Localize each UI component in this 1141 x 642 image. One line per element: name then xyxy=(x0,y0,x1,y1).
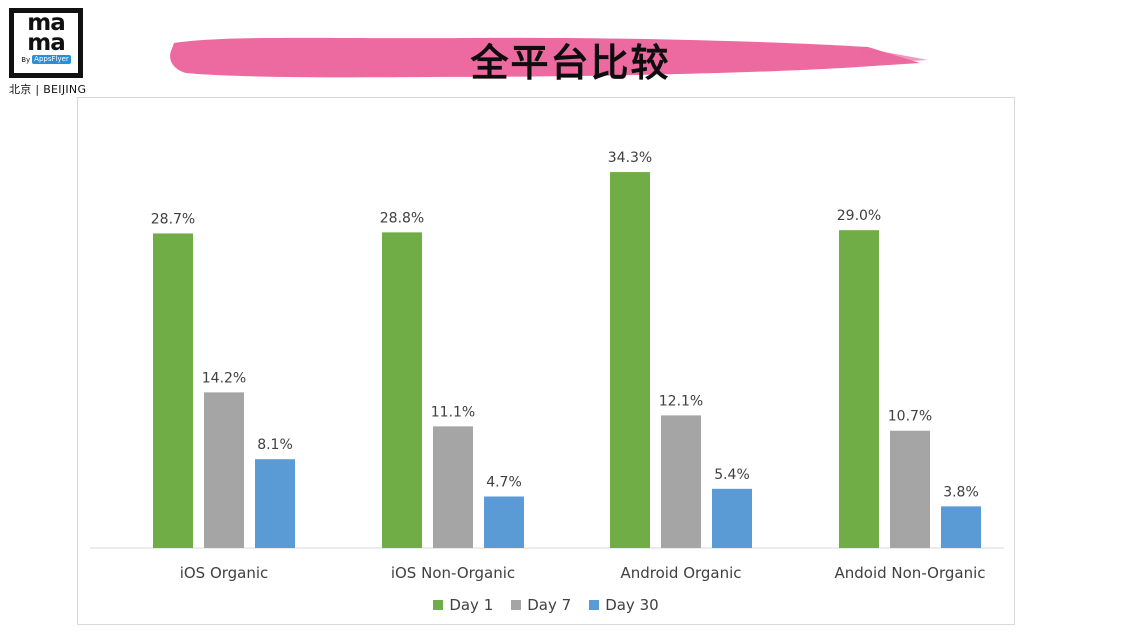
data-label: 11.1% xyxy=(431,404,475,420)
data-label: 34.3% xyxy=(608,150,652,166)
legend-swatch xyxy=(433,600,444,610)
legend-swatch xyxy=(511,600,522,610)
legend-label: Day 1 xyxy=(449,596,494,614)
title-brush-stroke xyxy=(170,37,928,78)
bar-day7-2 xyxy=(661,415,701,548)
legend-item: Day 30 xyxy=(589,596,659,614)
bar-chart: 28.7% 14.2% 8.1% iOS Organic 28.8% 11.1% 4.7% i… xyxy=(90,150,1004,582)
category-label: iOS Non-Organic xyxy=(391,564,515,582)
logo-city: 北京 | BEIJING xyxy=(9,83,87,96)
data-label: 5.4% xyxy=(714,467,750,483)
category-label: iOS Organic xyxy=(180,564,269,582)
legend-swatch xyxy=(589,600,600,610)
logo-brand: AppsFlyer xyxy=(32,55,71,64)
legend-item: Day 7 xyxy=(511,596,571,614)
logo-by-text: By xyxy=(21,55,31,64)
category-label: Andoid Non-Organic xyxy=(834,564,985,582)
mama-logo: ma ma By AppsFlyer xyxy=(9,8,83,78)
data-label: 28.8% xyxy=(380,210,424,226)
page-title: 全平台比较 xyxy=(470,41,671,85)
bar-day30-1 xyxy=(484,496,524,548)
data-label: 28.7% xyxy=(151,211,195,227)
data-label: 4.7% xyxy=(486,474,522,490)
legend-item: Day 1 xyxy=(433,596,493,614)
data-label: 10.7% xyxy=(888,409,932,425)
bar-day1-2 xyxy=(610,172,650,548)
bar-day7-0 xyxy=(204,392,244,548)
bar-day7-3 xyxy=(890,430,930,548)
data-label: 8.1% xyxy=(257,437,293,453)
data-label: 14.2% xyxy=(202,370,246,386)
chart-panel: 28.7% 14.2% 8.1% iOS Organic 28.8% 11.1% 4.7% i… xyxy=(77,97,1015,625)
logo-word-top: ma xyxy=(27,10,65,36)
bar-day1-3 xyxy=(839,230,879,548)
category-label: Android Organic xyxy=(620,564,741,582)
legend-label: Day 7 xyxy=(527,596,572,614)
data-label: 12.1% xyxy=(659,393,703,409)
data-label: 3.8% xyxy=(943,484,979,500)
bar-day30-3 xyxy=(941,506,981,548)
bar-day1-0 xyxy=(153,233,193,548)
chart-legend: Day 1 Day 7 Day 30 xyxy=(78,596,1014,614)
bar-day7-1 xyxy=(433,426,473,548)
data-label: 29.0% xyxy=(837,208,881,224)
legend-label: Day 30 xyxy=(605,596,659,614)
bar-day1-1 xyxy=(382,232,422,549)
bar-day30-2 xyxy=(712,488,752,548)
logo-word-bottom: ma xyxy=(27,30,65,56)
bar-day30-0 xyxy=(255,459,295,548)
logo-byline: By AppsFlyer xyxy=(21,55,71,64)
